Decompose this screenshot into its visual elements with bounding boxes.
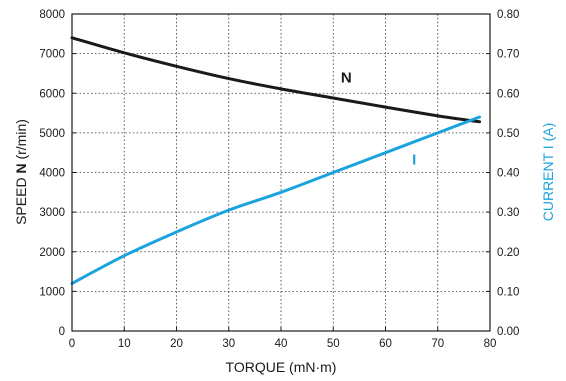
x-tick-label: 50 (327, 338, 340, 350)
y-left-tick-label: 0 (59, 326, 65, 338)
ticks: 0 10 20 30 40 50 60 70 80 0 1000 2000 3000 4000 5000 60… (39, 9, 519, 350)
y-right-tick-label: 0.10 (497, 286, 519, 298)
y-right-tick-label: 0.70 (497, 49, 519, 61)
x-tick-label: 70 (431, 338, 444, 350)
y-axis-left-title: SPEED N (r/min) (13, 119, 29, 225)
series-line-i (70, 115, 482, 285)
x-tick-label: 40 (275, 338, 288, 350)
y-left-tick-label: 4000 (39, 168, 65, 180)
y-axis-left-title-symbol: N (13, 163, 29, 173)
series-label-i: I (412, 152, 416, 169)
y-left-tick-label: 5000 (39, 128, 65, 140)
y-right-tick-label: 0.50 (497, 128, 519, 140)
y-axis-left-title-unit: (r/min) (13, 119, 29, 163)
y-right-tick-label: 0.20 (497, 247, 519, 259)
y-right-tick-label: 0.40 (497, 168, 519, 180)
x-tick-label: 30 (222, 338, 235, 350)
y-left-tick-label: 7000 (39, 49, 65, 61)
y-left-tick-label: 8000 (39, 9, 65, 21)
x-tick-label: 20 (170, 338, 183, 350)
y-right-tick-label: 0.30 (497, 207, 519, 219)
y-axis-right-title: CURRENT I (A) (540, 123, 556, 222)
x-tick-label: 0 (69, 338, 75, 350)
x-tick-label: 60 (379, 338, 392, 350)
y-right-tick-label: 0.60 (497, 88, 519, 100)
series: NI (70, 36, 482, 285)
series-label-n: N (341, 70, 352, 87)
y-left-tick-label: 3000 (39, 207, 65, 219)
x-tick-label: 10 (118, 338, 131, 350)
y-axis-left-title-prefix: SPEED (13, 174, 29, 225)
y-left-tick-label: 1000 (39, 286, 65, 298)
y-left-tick-label: 6000 (39, 88, 65, 100)
y-left-tick-label: 2000 (39, 247, 65, 259)
series-line-n (70, 36, 482, 124)
y-right-tick-label: 0.80 (497, 9, 519, 21)
grid (72, 14, 490, 331)
x-axis-title: TORQUE (mN·m) (226, 359, 337, 375)
y-right-tick-label: 0.00 (497, 326, 519, 338)
x-tick-label: 80 (484, 338, 497, 350)
